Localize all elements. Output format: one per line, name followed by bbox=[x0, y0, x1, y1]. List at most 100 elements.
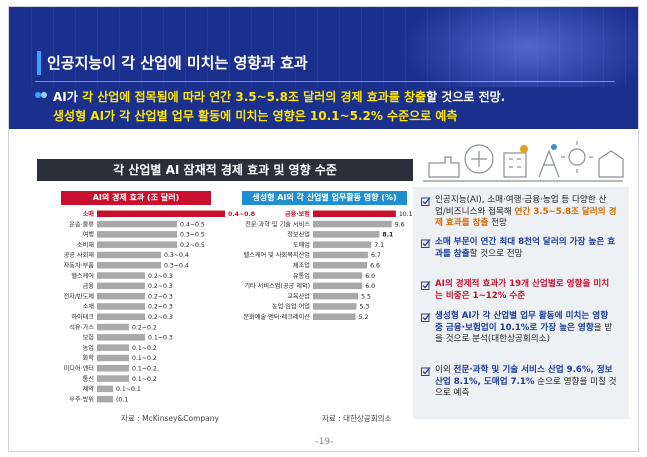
right-value-label: 8.1 bbox=[382, 232, 393, 239]
right-value-label: 6.6 bbox=[370, 263, 380, 270]
summary-line-2: 생성형 AI가 각 산업별 업무 활동에 미치는 영향은 10.1~5.2% 수… bbox=[53, 109, 458, 123]
insight-text: 생성형 AI가 각 산업별 업무 활동에 미치는 영향 중 금융·보험업이 10… bbox=[435, 311, 609, 333]
right-bar bbox=[313, 251, 368, 259]
left-value-label: 0.1~0.3 bbox=[148, 335, 173, 342]
right-category-label: 농업·임업·어업 bbox=[272, 303, 310, 311]
insight-text: 연간 3.5~5.8조 달러의 경제 효과를 창출 bbox=[435, 206, 617, 229]
left-category-label: 하이테크 bbox=[71, 313, 94, 321]
left-bar bbox=[97, 323, 129, 331]
right-value-label: 10.1 bbox=[399, 211, 413, 218]
right-category-label: 전문·과학 및 기술 서비스 bbox=[245, 220, 310, 228]
right-source: 자료 : 대한상공회의소 bbox=[322, 414, 392, 423]
left-category-label: 소매 bbox=[83, 210, 95, 218]
right-category-label: 정보산업 bbox=[287, 231, 310, 239]
left-bar bbox=[97, 231, 177, 238]
left-value-label: 0.1~0.2 bbox=[132, 376, 157, 383]
left-bar bbox=[97, 344, 129, 351]
right-value-label: 9.6 bbox=[395, 221, 405, 228]
left-value-label: 0.3~0.5 bbox=[180, 232, 205, 239]
right-category-label: 기타 서비스업(공공 제외) bbox=[244, 282, 310, 290]
right-value-label: 6.0 bbox=[365, 273, 375, 280]
insight-item: AI의 경제적 효과가 19개 산업별로 영향을 미치는 비중은 1~12% 수… bbox=[421, 279, 617, 302]
right-value-label: 5.2 bbox=[359, 314, 369, 321]
left-bar bbox=[97, 354, 129, 362]
insight-text: AI의 경제적 효과가 19개 산업별로 영향을 미치는 비중은 1~12% 수… bbox=[435, 279, 610, 301]
left-bar bbox=[97, 210, 225, 217]
left-category-label: 보험 bbox=[83, 334, 94, 342]
left-value-label: 0.2~0.3 bbox=[148, 304, 173, 311]
left-bar bbox=[97, 375, 129, 382]
page-number: -19- bbox=[315, 437, 334, 447]
insight-item: 인공지능(AI), 소매·여행·금융·농업 등 다양한 산업/비즈니스와 접목해… bbox=[421, 195, 617, 230]
left-category-label: 화학 bbox=[83, 354, 95, 362]
insight-text: 전망 bbox=[488, 218, 507, 228]
left-category-label: 금융 bbox=[83, 283, 95, 290]
right-value-label: 5.5 bbox=[361, 293, 371, 300]
left-bar bbox=[97, 272, 145, 279]
header-glow bbox=[398, 7, 638, 87]
left-value-label: (0.1 bbox=[116, 396, 128, 403]
left-value-label: 0.1~0.2 bbox=[132, 345, 157, 352]
double-dot-bullet-icon bbox=[35, 92, 47, 98]
industry-icons bbox=[419, 137, 629, 187]
insights-panel: 인공지능(AI), 소매·여행·금융·농업 등 다양한 산업/비즈니스와 접목해… bbox=[413, 187, 629, 419]
left-value-label: 0.1~0.2 bbox=[132, 366, 157, 373]
left-category-label: 우주·방위 bbox=[69, 395, 94, 403]
checkbox-icon bbox=[421, 197, 431, 206]
insight-text: 소매 부문이 연간 최대 8천억 달러의 가장 높은 효과를 창출 bbox=[435, 237, 616, 259]
left-chart-header: AI의 경제 효과 (조 달러) bbox=[61, 191, 211, 205]
title-divider bbox=[35, 81, 615, 82]
left-bar bbox=[97, 220, 177, 228]
right-value-label: 5.3 bbox=[359, 304, 369, 311]
left-category-label: 미디어·엔터 bbox=[64, 365, 94, 373]
insight-text: 인공지능(AI), 소매·여행·금융·농업 등 다양한 산업/비즈니스와 접목해 bbox=[435, 195, 607, 217]
left-category-label: 석유·가스 bbox=[69, 323, 94, 331]
left-value-label: 0.1~0.1 bbox=[116, 386, 141, 393]
right-category-label: 제조업 bbox=[293, 262, 310, 270]
left-value-label: 0.2~0.2 bbox=[132, 324, 157, 331]
left-category-label: 전자/반도체 bbox=[63, 292, 94, 300]
left-value-label: 0.2~0.3 bbox=[148, 293, 173, 300]
right-category-label: 금융·보험 bbox=[285, 210, 310, 218]
insight-text: 순으로 영향을 미칠 것으로 예측 bbox=[435, 376, 617, 399]
left-bar bbox=[97, 292, 145, 300]
left-bar bbox=[97, 395, 113, 403]
left-bar bbox=[97, 365, 129, 372]
checkbox-icon bbox=[421, 239, 431, 248]
slide: 인공지능이 각 산업에 미치는 영향과 효과 AI가 각 산업에 접목됨에 따라… bbox=[8, 6, 639, 452]
checkbox-icon bbox=[421, 313, 431, 322]
right-bar bbox=[313, 220, 392, 228]
insight-text: 전문·과학 및 기술 서비스 산업 9.6%, 정보산업 8.1%, 도매업 7… bbox=[435, 365, 613, 387]
left-bar bbox=[97, 313, 145, 320]
left-value-label: 0.2~0.3 bbox=[148, 314, 173, 321]
left-bar bbox=[97, 385, 113, 393]
right-category-label: 문화예술·엔터·레크레이션 bbox=[243, 313, 310, 321]
left-bar bbox=[97, 241, 177, 248]
left-source: 자료 : McKinsey&Company bbox=[121, 414, 219, 423]
right-bar bbox=[313, 241, 372, 248]
insight-text: 을 받을 것으로 분석(대한상공회의소) bbox=[435, 322, 613, 345]
summary-line-1-c: 할 것으로 전망. bbox=[426, 90, 506, 104]
left-bar bbox=[97, 303, 145, 310]
left-value-label: 0.2~0.3 bbox=[148, 273, 173, 280]
right-bar bbox=[313, 272, 363, 279]
left-category-label: 여행 bbox=[83, 231, 95, 239]
chart-panel: 각 산업별 AI 잠재적 경제 효과 및 영향 수준 AI의 경제 효과 (조 … bbox=[37, 159, 413, 429]
right-bar bbox=[313, 313, 356, 320]
industry-illustration-icon bbox=[423, 141, 624, 182]
left-category-label: 제약 bbox=[83, 385, 95, 393]
right-bar bbox=[313, 210, 396, 217]
checkbox-icon bbox=[421, 367, 431, 376]
left-value-label: 0.4~0.5 bbox=[180, 221, 205, 228]
right-value-label: 6.0 bbox=[365, 283, 375, 290]
left-value-label: 0.2~0.3 bbox=[148, 283, 173, 290]
right-category-label: 도매업 bbox=[293, 241, 310, 249]
checkbox-icon bbox=[421, 281, 431, 290]
header-banner: 인공지능이 각 산업에 미치는 영향과 효과 bbox=[9, 7, 638, 87]
right-bar bbox=[313, 282, 363, 290]
left-value-label: 0.2~0.5 bbox=[180, 242, 205, 249]
summary-line-1: AI가 각 산업에 접목됨에 따라 연간 3.5~5.8조 달러의 경제 효과를… bbox=[53, 88, 505, 105]
right-bar bbox=[313, 231, 380, 238]
insight-item: 이외 전문·과학 및 기술 서비스 산업 9.6%, 정보산업 8.1%, 도매… bbox=[421, 365, 617, 400]
page-title: 인공지능이 각 산업에 미치는 영향과 효과 bbox=[47, 54, 308, 72]
